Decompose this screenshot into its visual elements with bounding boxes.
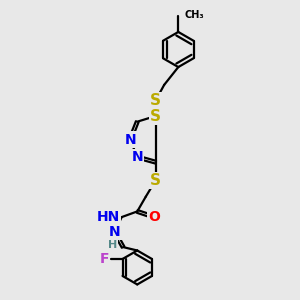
Text: S: S	[150, 173, 161, 188]
Text: F: F	[100, 252, 109, 266]
Text: HN: HN	[97, 210, 120, 224]
Text: S: S	[150, 93, 161, 108]
Text: S: S	[150, 109, 161, 124]
Text: CH₃: CH₃	[184, 10, 204, 20]
Text: H: H	[108, 240, 117, 250]
Text: O: O	[148, 210, 160, 224]
Text: N: N	[124, 133, 136, 146]
Text: N: N	[109, 225, 120, 239]
Text: N: N	[131, 150, 143, 164]
